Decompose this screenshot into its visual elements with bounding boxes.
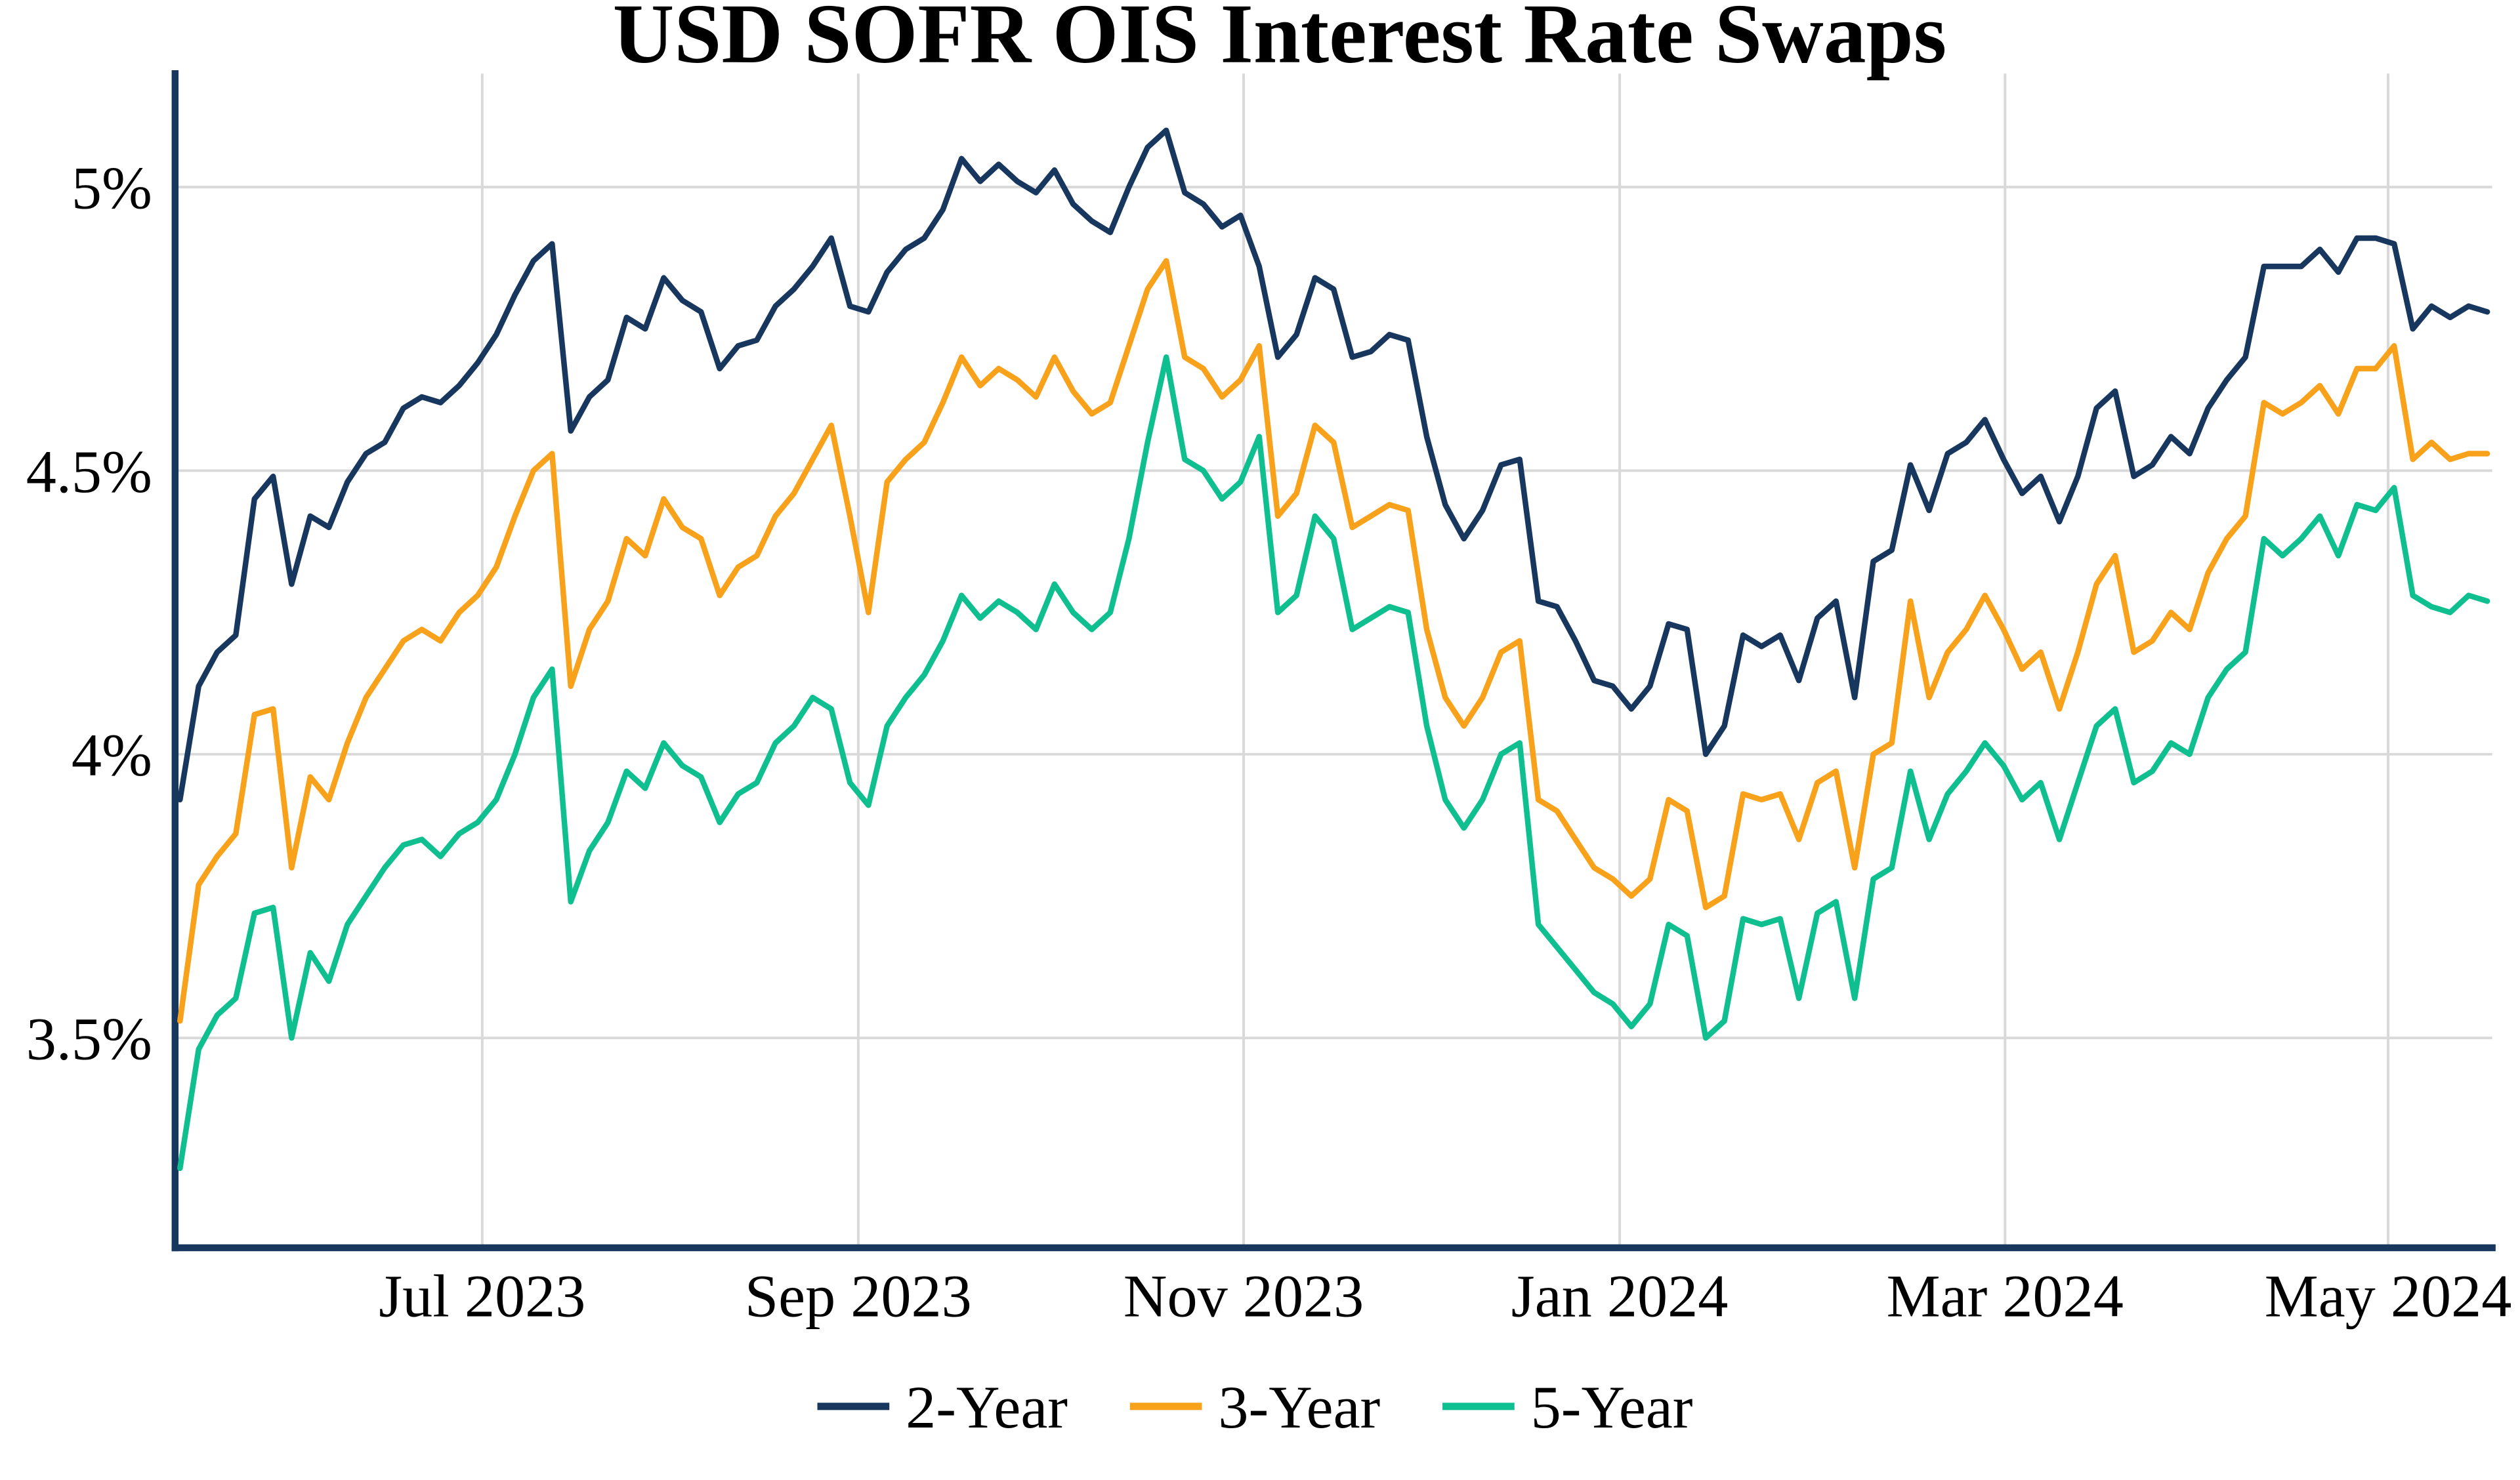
y-tick-label: 5% [72, 155, 152, 222]
x-tick-label: Jul 2023 [379, 1263, 585, 1330]
legend-entry-5-year: 5-Year [1442, 1374, 1693, 1441]
series-line-3-year [177, 258, 2490, 1024]
legend-entry-2-year: 2-Year [817, 1374, 1068, 1441]
axes [171, 70, 2496, 1252]
legend: 2-Year 3-Year 5-Year [817, 1374, 1693, 1441]
y-axis-tick-labels: 3.5% 4% 4.5% 5% [26, 155, 152, 1073]
gridlines [175, 73, 2492, 1248]
legend-entry-3-year: 3-Year [1129, 1374, 1380, 1441]
chart-title: USD SOFR OIS Interest Rate Swaps [613, 0, 1946, 81]
y-tick-label: 3.5% [26, 1006, 152, 1073]
series-lines [177, 127, 2490, 1172]
x-tick-label: Sep 2023 [745, 1263, 972, 1330]
y-tick-label: 4% [72, 722, 152, 789]
x-tick-label: Jan 2024 [1511, 1263, 1729, 1330]
x-tick-label: May 2024 [2265, 1263, 2512, 1330]
x-tick-label: Nov 2023 [1124, 1263, 1364, 1330]
x-axis-tick-labels: Jul 2023 Sep 2023 Nov 2023 Jan 2024 Mar 2024… [379, 1263, 2511, 1330]
series-line-2-year [177, 127, 2490, 803]
y-tick-label: 4.5% [26, 438, 152, 505]
legend-label: 3-Year [1218, 1374, 1380, 1441]
legend-label: 5-Year [1531, 1374, 1693, 1441]
legend-label: 2-Year [906, 1374, 1068, 1441]
x-tick-label: Mar 2024 [1887, 1263, 2124, 1330]
series-line-5-year [177, 354, 2490, 1172]
